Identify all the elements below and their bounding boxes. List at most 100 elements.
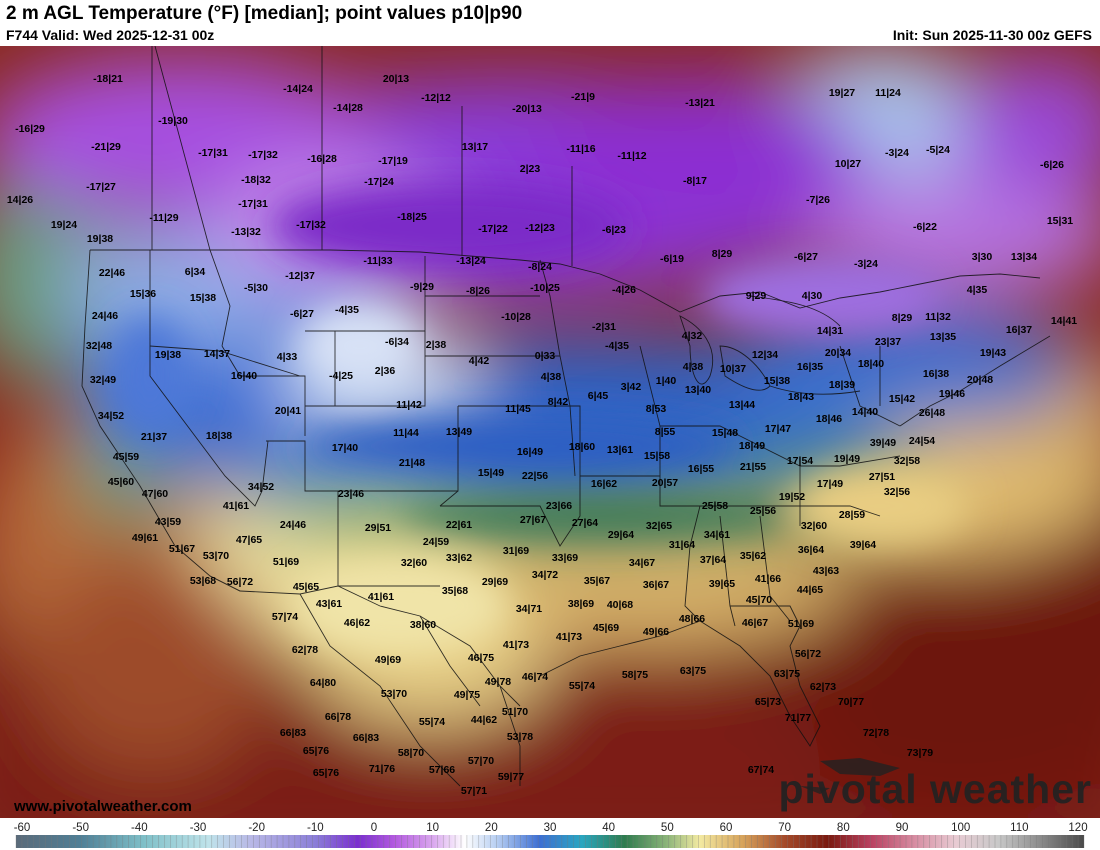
point-value-label: 25|58 [702,500,728,512]
point-value-label: 32|60 [801,520,827,532]
point-value-label: 3|42 [621,381,642,393]
point-value-label: -12|37 [285,270,315,282]
point-value-label: 55|74 [419,716,445,728]
point-value-label: -6|19 [660,253,684,265]
point-value-label: 39|65 [709,578,735,590]
point-value-label: 15|38 [764,375,790,387]
colorbar-tick-label: 30 [544,822,557,834]
header: 2 m AGL Temperature (°F) [median]; point… [0,0,1100,46]
point-value-label: 29|51 [365,522,391,534]
point-value-label: 51|69 [273,556,299,568]
point-value-label: 4|33 [277,351,298,363]
point-value-label: 24|59 [423,536,449,548]
init-time-label: Init: Sun 2025-11-30 00z GEFS [892,27,1092,43]
point-value-label: -3|24 [885,147,909,159]
point-value-label: 35|67 [584,575,610,587]
colorbar-tick-label: 10 [426,822,439,834]
point-value-label: -12|12 [421,92,451,104]
point-value-label: -17|24 [364,176,394,188]
point-value-label: 15|36 [130,288,156,300]
point-value-label: -17|22 [478,223,508,235]
point-value-label: 18|49 [739,440,765,452]
point-value-label: 53|70 [381,688,407,700]
point-value-label: -13|24 [456,255,486,267]
point-value-label: 47|65 [236,534,262,546]
point-value-label: 34|67 [629,557,655,569]
point-value-label: 20|41 [275,405,301,417]
point-value-label: -16|29 [15,123,45,135]
colorbar-tick-label: 80 [837,822,850,834]
point-value-label: 65|76 [313,767,339,779]
point-value-label: -8|17 [683,175,707,187]
point-value-label: 32|56 [884,486,910,498]
point-value-label: -4|26 [612,284,636,296]
point-value-label: 13|61 [607,444,633,456]
point-value-label: 18|39 [829,379,855,391]
point-value-label: 15|42 [889,393,915,405]
point-value-label: 16|62 [591,478,617,490]
point-value-label: 23|66 [546,500,572,512]
point-value-label: 53|68 [190,575,216,587]
colorbar-tick-label: -40 [131,822,148,834]
point-value-label: 53|70 [203,550,229,562]
point-value-label: 66|83 [353,732,379,744]
point-value-label: 4|38 [683,361,704,373]
colorbar-tick-label: -20 [248,822,265,834]
point-value-label: 14|31 [817,325,843,337]
point-value-label: 71|76 [369,763,395,775]
point-value-label: 57|71 [461,785,487,797]
point-value-label: -21|9 [571,91,595,103]
point-values: -18|21 -14|24 20|13 -12|12 -14|28 -21|9 -20|13… [7,73,1077,797]
point-value-label: 56|72 [227,576,253,588]
temperature-map[interactable]: -18|21 -14|24 20|13 -12|12 -14|28 -21|9 -20|13… [0,46,1100,818]
point-value-label: 67|74 [748,764,774,776]
point-value-label: 34|72 [532,569,558,581]
point-value-label: 57|70 [468,755,494,767]
point-value-label: -11|16 [566,143,595,155]
point-value-label: -13|32 [231,226,261,238]
point-value-label: 41|66 [755,573,781,585]
point-value-label: 44|65 [797,584,823,596]
point-value-label: 64|80 [310,677,336,689]
point-value-label: 49|78 [485,676,511,688]
point-value-label: 53|78 [507,731,533,743]
point-value-label: -20|13 [512,103,542,115]
point-value-label: -10|25 [530,282,560,294]
point-value-label: 2|23 [520,163,541,175]
point-value-label: 35|62 [740,550,766,562]
point-value-label: 18|38 [206,430,232,442]
point-value-label: -13|21 [685,97,715,109]
point-value-label: 15|58 [644,450,670,462]
point-value-label: 16|35 [797,361,823,373]
point-value-label: 31|64 [669,539,695,551]
point-value-label: 45|69 [593,622,619,634]
point-value-label: 43|63 [813,565,839,577]
point-value-label: 36|67 [643,579,669,591]
point-value-label: 37|64 [700,554,726,566]
point-value-label: 9|29 [746,290,767,302]
point-value-label: 45|65 [293,581,319,593]
point-value-label: 21|37 [141,431,167,443]
point-value-label: -6|23 [602,224,626,236]
point-value-label: -17|32 [248,149,278,161]
point-value-label: 22|46 [99,267,125,279]
point-value-label: 71|77 [785,712,811,724]
point-value-label: 3|30 [972,251,993,263]
point-value-label: 32|48 [86,340,112,352]
point-value-label: 23|46 [338,488,364,500]
point-value-label: 18|46 [816,413,842,425]
colorbar-tick-label: -50 [72,822,89,834]
point-value-label: 24|46 [280,519,306,531]
point-value-label: -11|12 [617,150,646,162]
point-value-label: -18|25 [397,211,427,223]
point-value-label: 19|46 [939,388,965,400]
point-value-label: 11|42 [396,399,422,411]
point-value-label: 35|68 [442,585,468,597]
point-value-label: 15|31 [1047,215,1073,227]
point-value-label: -4|35 [605,340,629,352]
point-value-label: -17|31 [198,147,228,159]
point-value-label: -3|24 [854,258,878,270]
point-value-label: 4|38 [541,371,562,383]
point-value-label: 20|13 [383,73,409,85]
valid-time-label: F744 Valid: Wed 2025-12-31 00z [6,27,215,43]
